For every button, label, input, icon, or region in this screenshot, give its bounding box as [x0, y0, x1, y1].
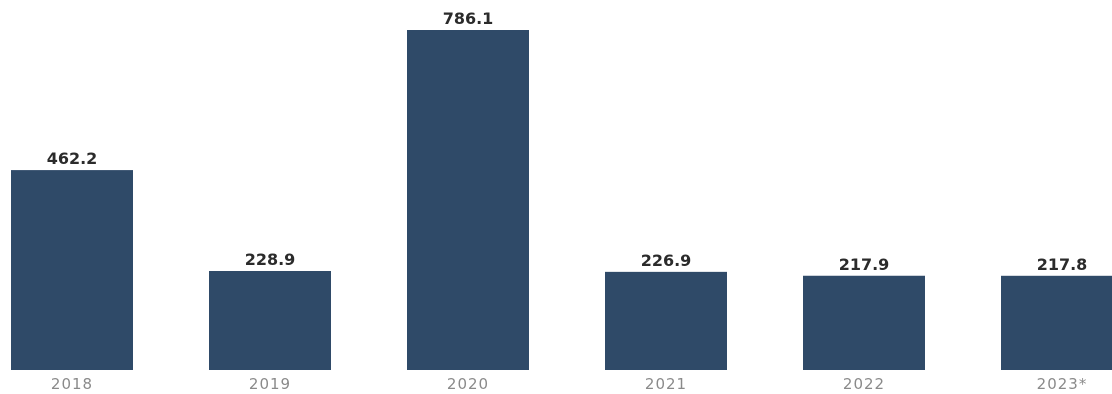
value-label-2022: 217.9 [839, 255, 890, 274]
value-labels-group: 462.2 228.9 786.1 226.9 217.9 217.8 [47, 9, 1088, 274]
value-label-2019: 228.9 [245, 250, 296, 269]
value-label-2018: 462.2 [47, 149, 98, 168]
bar-2020 [407, 30, 529, 370]
x-axis-tick-labels: 2018 2019 2020 2021 2022 2023* [51, 375, 1088, 393]
x-tick-label-2019: 2019 [249, 375, 291, 393]
bar-2022 [803, 275, 925, 370]
bar-2021 [605, 271, 727, 370]
value-label-2021: 226.9 [641, 251, 692, 270]
bar-2019 [209, 270, 331, 370]
x-tick-label-2021: 2021 [645, 375, 687, 393]
x-tick-label-2022: 2022 [843, 375, 885, 393]
bar-2023* [1001, 275, 1112, 370]
bars-group [11, 30, 1112, 370]
value-label-2023*: 217.8 [1037, 255, 1088, 274]
value-label-2020: 786.1 [443, 9, 494, 28]
x-tick-label-2018: 2018 [51, 375, 93, 393]
x-tick-label-2020: 2020 [447, 375, 489, 393]
x-tick-label-2023*: 2023* [1037, 375, 1088, 393]
bar-2018 [11, 170, 133, 370]
